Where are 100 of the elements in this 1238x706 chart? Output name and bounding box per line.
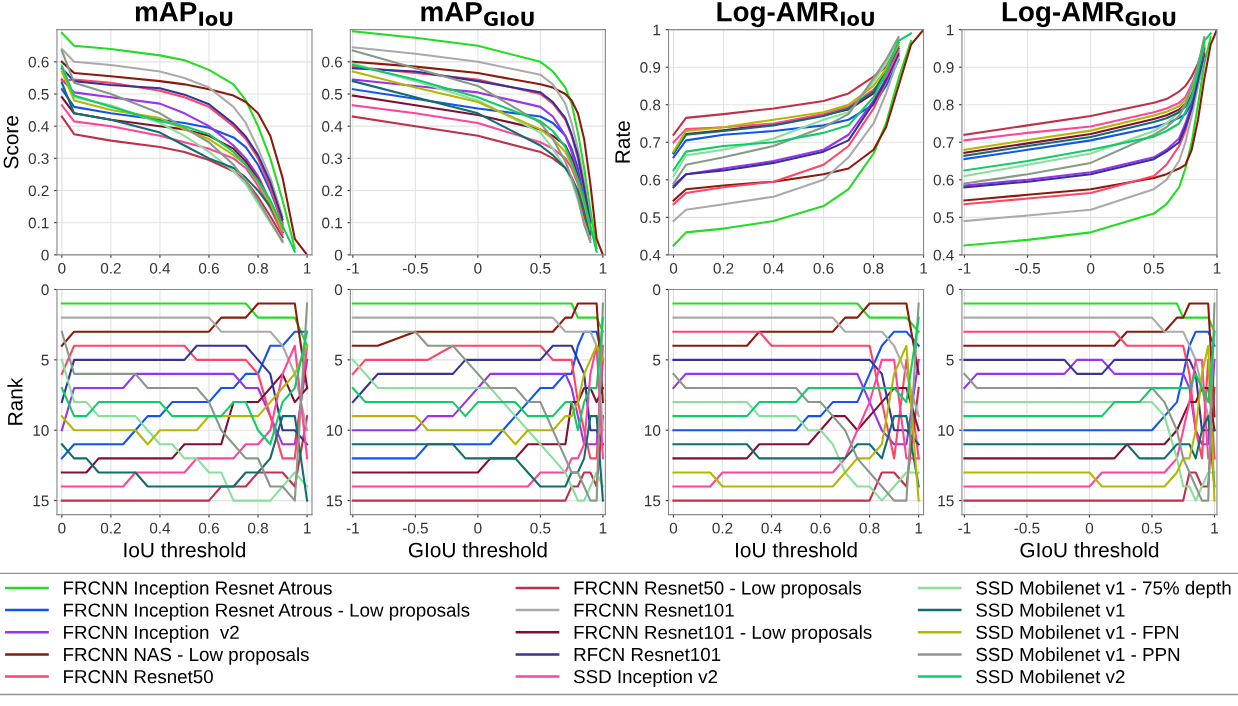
x-axis-title: IoU threshold <box>736 542 857 558</box>
y-tick-label: 0 <box>946 284 954 296</box>
x-tick-label: 0.6 <box>198 522 219 534</box>
x-tick-label: -0.5 <box>1014 522 1040 534</box>
y-tick-label: 10 <box>33 425 49 436</box>
x-tick-label: 0.4 <box>149 262 171 274</box>
x-tick-label: -1 <box>958 522 971 534</box>
y-tick-label: 1 <box>946 24 954 36</box>
x-tick-label: 0 <box>58 522 66 534</box>
y-tick-label: 15 <box>326 495 343 507</box>
x-tick-label: -1 <box>346 522 359 534</box>
x-tick-label: 1 <box>303 522 311 534</box>
x-tick-label: 0.8 <box>863 262 884 274</box>
y-tick-label: 0 <box>41 284 49 296</box>
x-tick-label: -0.5 <box>1015 262 1041 274</box>
legend-label: SSD Mobilenet v1 - PPN <box>976 647 1180 662</box>
y-tick-label: 15 <box>645 495 661 507</box>
legend-label: SSD Mobilenet v1 <box>976 603 1125 617</box>
chart-title: Log-AMR$_{IoU}$ <box>717 2 874 28</box>
x-tick-label: 0.2 <box>100 262 121 274</box>
legend-label: FRCNN Inception v2 <box>64 625 239 643</box>
y-tick-label: 5 <box>946 354 954 366</box>
y-tick-label: 0.9 <box>640 62 661 73</box>
y-axis-title: Rate <box>615 121 630 163</box>
legend-label: FRCNN Inception Resnet Atrous <box>64 580 332 599</box>
x-tick-label: 0 <box>1085 522 1094 534</box>
x-tick-label: 0.2 <box>713 262 734 274</box>
legend-label: FRCNN Resnet101 - Low proposals <box>574 625 872 643</box>
y-tick-label: 0 <box>334 284 343 296</box>
legend-label: FRCNN Inception Resnet Atrous - Low proposals <box>64 603 470 621</box>
x-tick-label: 1 <box>1213 263 1221 274</box>
x-tick-label: 0 <box>1087 262 1095 274</box>
x-tick-label: 1 <box>920 263 928 274</box>
y-tick-label: 10 <box>938 425 954 436</box>
legend-label: FRCNN Resnet50 <box>64 670 213 684</box>
y-tick-label: 1 <box>653 24 661 36</box>
y-axis-title: Score <box>3 115 19 169</box>
y-tick-label: 0.8 <box>933 99 954 111</box>
y-tick-label: 5 <box>653 354 661 366</box>
y-tick-label: 0.9 <box>933 62 954 73</box>
x-tick-label: 0.4 <box>149 522 171 534</box>
y-tick-label: 0.5 <box>933 212 954 224</box>
y-tick-label: 0.8 <box>640 99 661 111</box>
y-tick-label: 0.4 <box>933 249 954 261</box>
x-tick-label: 0.4 <box>761 522 782 534</box>
legend-label: SSD Mobilenet v2 <box>976 669 1125 684</box>
x-tick-label: 0.8 <box>248 522 268 534</box>
y-tick-label: 0 <box>652 284 661 296</box>
x-tick-label: 0 <box>669 522 678 534</box>
legend-label: RFCN Resnet101 <box>574 647 721 662</box>
x-tick-label: 0.5 <box>530 522 551 534</box>
y-tick-label: 10 <box>326 425 343 436</box>
y-tick-label: 10 <box>645 425 661 436</box>
y-tick-label: 0.4 <box>28 121 49 132</box>
x-tick-label: 1 <box>1211 522 1218 534</box>
y-tick-label: 0.2 <box>322 185 342 197</box>
x-tick-label: 0.5 <box>530 262 551 274</box>
y-tick-label: 0 <box>41 249 49 261</box>
x-tick-label: 0.6 <box>198 262 219 274</box>
y-tick-label: 0.4 <box>322 121 343 132</box>
x-axis-title: GIoU threshold <box>408 542 547 558</box>
y-tick-label: 0.3 <box>322 153 343 165</box>
y-tick-label: 0.6 <box>322 56 343 68</box>
x-tick-label: 0.2 <box>100 522 121 534</box>
y-tick-label: 0.6 <box>933 174 954 186</box>
y-tick-label: 0.4 <box>640 249 661 261</box>
x-tick-label: 0 <box>474 522 482 534</box>
x-tick-label: -1 <box>958 263 971 274</box>
y-axis-title: Rank <box>7 377 23 425</box>
y-tick-label: 5 <box>41 354 49 366</box>
y-tick-label: 0.3 <box>28 153 49 165</box>
legend-label: FRCNN Resnet101 <box>574 603 734 617</box>
chart-title: mAP$_{GIoU}$ <box>421 2 534 27</box>
x-tick-label: 0 <box>474 262 482 274</box>
legend-label: FRCNN NAS - Low proposals <box>64 647 309 665</box>
legend-label: SSD Mobilenet v1 - 75% depth <box>976 580 1231 599</box>
y-tick-label: 0.1 <box>322 217 342 229</box>
x-tick-label: -0.5 <box>402 262 428 274</box>
x-tick-label: -1 <box>346 263 359 274</box>
x-tick-label: 1 <box>303 263 311 274</box>
x-tick-label: 0 <box>58 262 66 274</box>
x-tick-label: 0.8 <box>859 522 880 534</box>
x-tick-label: 1 <box>599 263 607 274</box>
y-tick-label: 0.5 <box>322 88 343 100</box>
y-tick-label: 0.1 <box>28 217 49 229</box>
chart-title: mAP$_{IoU}$ <box>135 2 233 27</box>
x-tick-label: 1 <box>599 522 607 534</box>
y-tick-label: 0.7 <box>640 137 661 148</box>
y-tick-label: 0.5 <box>640 212 661 224</box>
x-axis-title: GIoU threshold <box>1020 542 1159 558</box>
y-tick-label: 0.6 <box>28 56 49 68</box>
x-tick-label: 0.6 <box>810 522 831 534</box>
x-tick-label: 0.2 <box>712 522 733 534</box>
x-tick-label: 0.6 <box>813 262 834 274</box>
y-tick-label: 0.7 <box>933 137 954 148</box>
legend-label: FRCNN Resnet50 - Low proposals <box>574 580 862 599</box>
x-tick-label: 0 <box>669 262 678 274</box>
y-tick-label: 0.6 <box>640 174 661 186</box>
x-tick-label: 0.4 <box>763 262 784 274</box>
y-tick-label: 5 <box>334 354 343 366</box>
